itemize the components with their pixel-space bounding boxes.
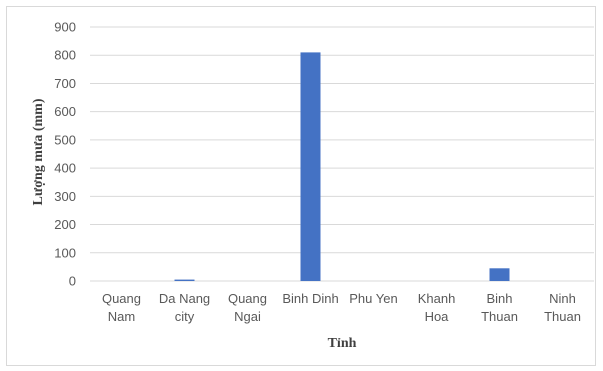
bars [174, 52, 510, 282]
x-tick-label: Khanh Hoa [418, 291, 456, 324]
y-tick-label: 300 [54, 189, 76, 204]
y-tick-label: 100 [54, 245, 76, 260]
bar-binh-dinh [300, 52, 321, 282]
y-tick-label: 400 [54, 161, 76, 176]
y-tick-labels: 0 100 200 300 400 500 600 700 800 900 [54, 20, 76, 289]
x-tick-label: Phu Yen [349, 291, 397, 306]
x-tick-label: Binh Dinh [282, 291, 338, 306]
x-tick-label: Binh Thuan [481, 291, 518, 324]
y-tick-label: 700 [54, 76, 76, 91]
x-tick-label: Quang Nam [102, 291, 141, 324]
x-tick-label: Da Nang city [159, 291, 210, 324]
x-tick-label: Quang Ngai [228, 291, 267, 324]
y-tick-label: 200 [54, 217, 76, 232]
y-tick-label: 900 [54, 20, 76, 35]
bar-binh-thuan [489, 268, 510, 281]
y-tick-label: 600 [54, 104, 76, 119]
gridlines [90, 26, 594, 282]
bar-da-nang-city [174, 279, 195, 281]
y-tick-label: 0 [69, 274, 76, 289]
x-tick-labels: Quang Nam Da Nang city Quang Ngai Binh Dinh Phu… [102, 291, 581, 324]
y-tick-label: 500 [54, 132, 76, 147]
y-axis-title: Lượng mưa (mm) [31, 98, 46, 205]
y-tick-label: 800 [54, 48, 76, 63]
x-tick-label: Ninh Thuan [544, 291, 581, 324]
x-axis-title: Tỉnh [328, 336, 357, 351]
